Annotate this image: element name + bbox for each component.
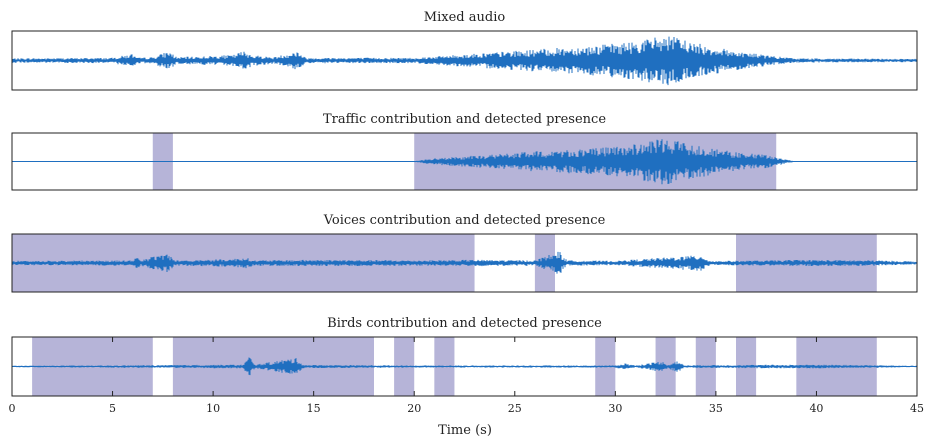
subplot-4: Birds contribution and detected presence…	[9, 316, 925, 415]
x-axis-label: Time (s)	[438, 423, 492, 438]
waveform	[11, 36, 918, 86]
axes-frame	[11, 336, 918, 397]
subplot-3: Voices contribution and detected presenc…	[11, 213, 918, 293]
subplot-title: Traffic contribution and detected presen…	[323, 112, 606, 127]
subplot-title: Birds contribution and detected presence	[327, 316, 602, 331]
x-tick-label: 25	[508, 402, 522, 415]
x-tick-label: 40	[809, 402, 823, 415]
axes-frame	[11, 233, 918, 293]
x-tick-label: 35	[709, 402, 723, 415]
x-tick-label: 20	[407, 402, 421, 415]
subplot-2: Traffic contribution and detected presen…	[11, 112, 918, 191]
axes-frame	[11, 132, 918, 191]
x-tick-label: 15	[307, 402, 321, 415]
x-tick-label: 10	[206, 402, 220, 415]
subplot-title: Voices contribution and detected presenc…	[323, 213, 606, 228]
subplot-title: Mixed audio	[424, 10, 506, 25]
x-tick-label: 30	[608, 402, 622, 415]
subplot-1: Mixed audio	[11, 10, 918, 91]
axes-frame	[11, 30, 918, 91]
x-tick-label: 5	[109, 402, 116, 415]
subplots: Mixed audio Traffic contribution and dete…	[9, 10, 925, 415]
waveform	[59, 139, 797, 185]
x-tick-label: 45	[910, 402, 924, 415]
x-tick-label: 0	[9, 402, 16, 415]
